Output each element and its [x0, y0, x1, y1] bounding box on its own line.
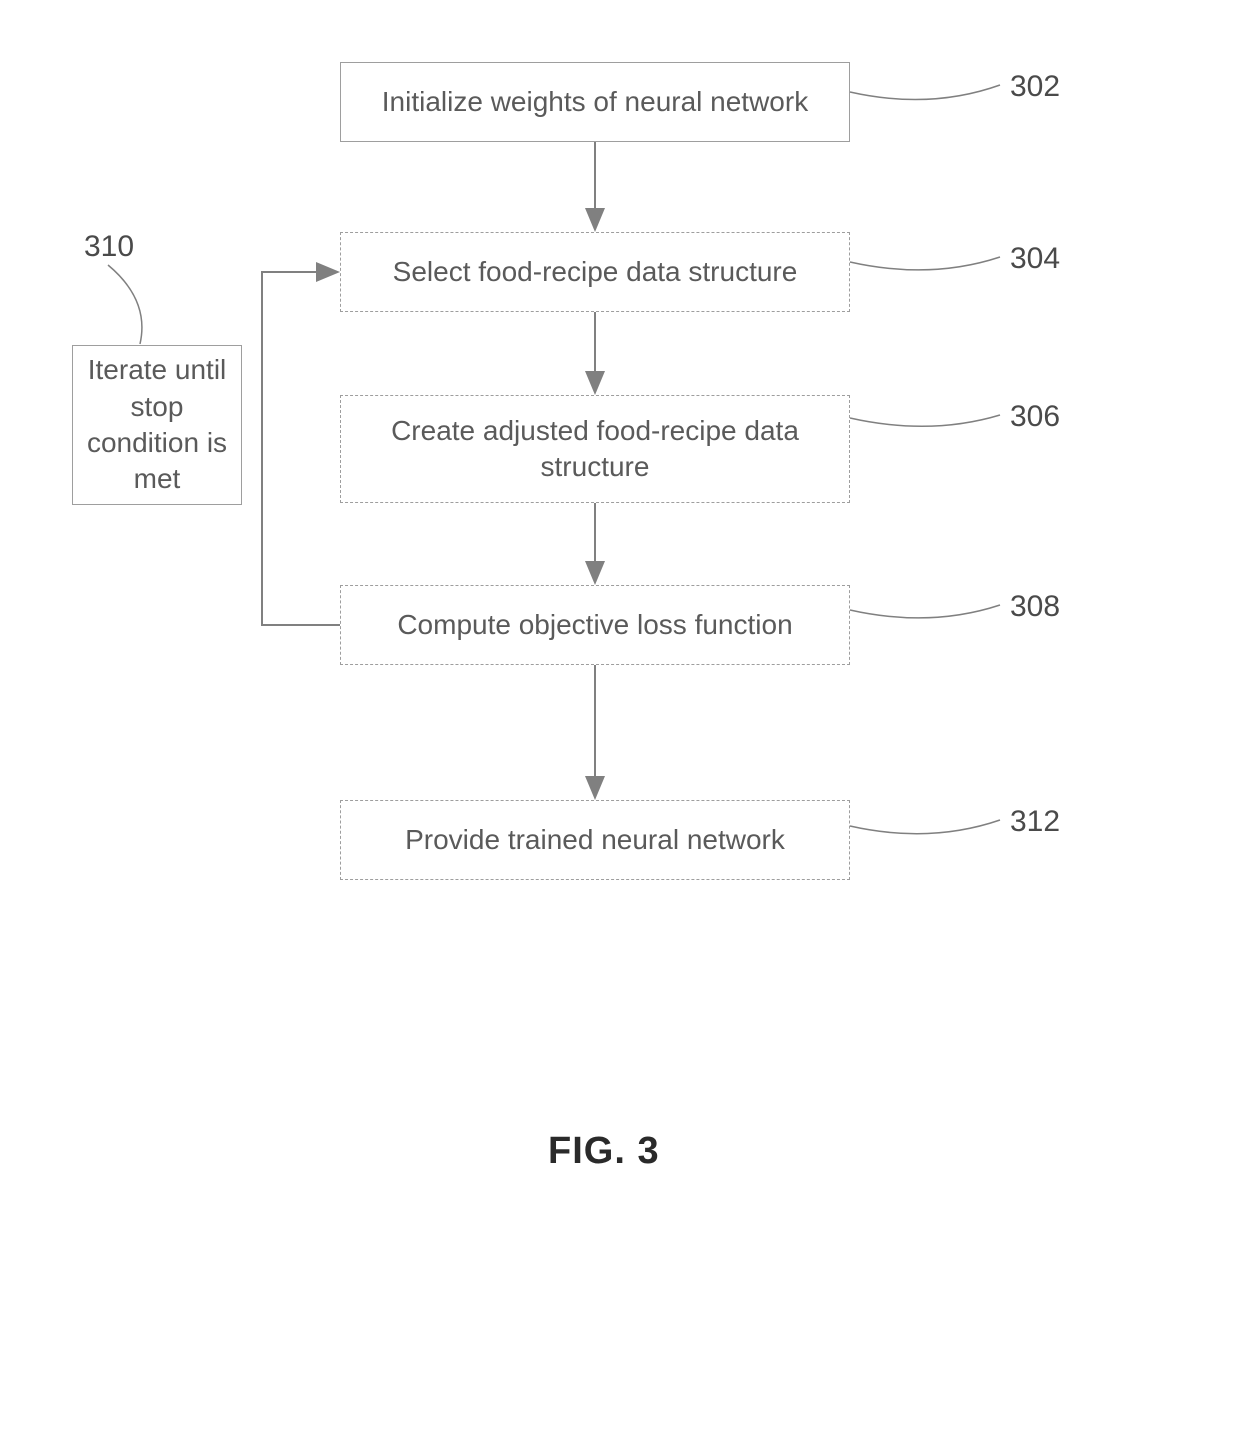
- leader-302: [850, 85, 1000, 100]
- arrow-loop-308-304: [262, 272, 340, 625]
- leader-306: [850, 415, 1000, 426]
- connectors-svg: [0, 0, 1240, 1451]
- flowchart-diagram: Initialize weights of neural network Sel…: [0, 0, 1240, 1451]
- leader-310: [108, 265, 142, 344]
- leader-312: [850, 820, 1000, 834]
- leader-308: [850, 605, 1000, 618]
- leader-304: [850, 257, 1000, 270]
